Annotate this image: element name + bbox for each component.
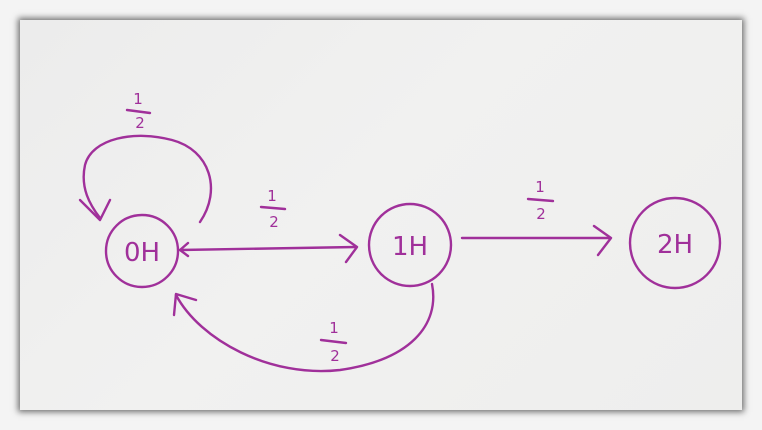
self-loop-numerator: 1 — [133, 90, 143, 108]
self-loop-fraction-bar — [125, 108, 152, 115]
edge-1h-0h-denominator: 2 — [330, 347, 340, 365]
edge-1h-to-0h: 1 2 — [172, 282, 435, 373]
edge-1h-0h-curve — [174, 282, 435, 373]
node-1h: 1H — [367, 202, 453, 288]
edge-1h-2h-fraction-bar — [526, 197, 555, 203]
node-1h-label: 1H — [392, 232, 428, 262]
edge-0h-1h-fraction-bar — [259, 205, 287, 211]
node-0h-label: 0H — [124, 238, 160, 268]
edge-1h-2h-numerator: 1 — [535, 178, 545, 196]
edge-1h-0h-fraction-bar — [319, 338, 348, 345]
self-loop-arrowhead — [78, 198, 112, 222]
edge-1h-0h-numerator: 1 — [329, 319, 339, 337]
node-0h-circle — [104, 213, 180, 289]
edge-0h-1h-tail-mark — [178, 241, 190, 258]
node-1h-circle — [367, 202, 453, 288]
edge-0h-1h-line — [178, 245, 358, 252]
self-loop-path — [82, 134, 213, 224]
self-loop-denominator: 2 — [135, 114, 145, 132]
edge-1h-0h-arrowhead — [172, 292, 198, 317]
edge-0h-self-loop: 1 2 — [78, 90, 213, 224]
edge-1h-to-2h: 1 2 — [460, 178, 613, 257]
node-0h: 0H — [104, 213, 180, 289]
node-2h: 2H — [628, 196, 722, 290]
edge-1h-2h-arrowhead — [592, 224, 613, 257]
edge-0h-1h-denominator: 2 — [269, 213, 279, 231]
edge-1h-2h-denominator: 2 — [536, 205, 546, 223]
edge-0h-to-1h: 1 2 — [178, 187, 359, 264]
node-2h-circle — [628, 196, 722, 290]
edge-0h-1h-arrowhead — [338, 233, 359, 264]
edge-0h-1h-numerator: 1 — [267, 187, 277, 205]
node-2h-label: 2H — [657, 230, 693, 260]
